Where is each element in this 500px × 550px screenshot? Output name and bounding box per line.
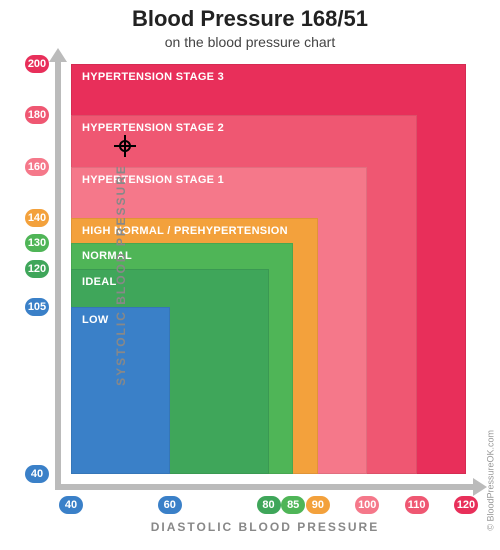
y-axis-arrow-icon [49, 48, 67, 62]
y-tick: 120 [25, 260, 49, 278]
title-block: Blood Pressure 168/51 on the blood press… [0, 0, 500, 50]
credit-text: © BloodPressureOK.com [486, 430, 496, 531]
y-axis [55, 60, 61, 490]
x-tick: 90 [306, 496, 330, 514]
y-tick: 160 [25, 158, 49, 176]
x-tick: 60 [158, 496, 182, 514]
reading-marker-icon [116, 137, 134, 155]
x-tick: 100 [355, 496, 379, 514]
y-tick: 130 [25, 234, 49, 252]
zone-label: HYPERTENSION STAGE 1 [82, 174, 224, 186]
x-tick: 85 [281, 496, 305, 514]
x-tick: 110 [405, 496, 429, 514]
zone-label: HYPERTENSION STAGE 2 [82, 122, 224, 134]
chart-title: Blood Pressure 168/51 [0, 6, 500, 32]
y-tick: 200 [25, 55, 49, 73]
zone-label: HIGH NORMAL / PREHYPERTENSION [82, 225, 288, 237]
chart-area: HYPERTENSION STAGE 3 HYPERTENSION STAGE 2… [55, 60, 475, 490]
y-tick: 40 [25, 465, 49, 483]
chart-subtitle: on the blood pressure chart [0, 34, 500, 50]
y-tick: 140 [25, 209, 49, 227]
x-tick: 80 [257, 496, 281, 514]
x-tick: 120 [454, 496, 478, 514]
x-tick: 40 [59, 496, 83, 514]
zone-label: IDEAL [82, 276, 117, 288]
zone-label: HYPERTENSION STAGE 3 [82, 71, 224, 83]
x-axis [55, 484, 475, 490]
y-tick: 180 [25, 106, 49, 124]
y-axis-label: SYSTOLIC BLOOD PRESSURE [114, 164, 128, 386]
x-axis-label: DIASTOLIC BLOOD PRESSURE [151, 520, 379, 534]
y-tick: 105 [25, 298, 49, 316]
zone-label: LOW [82, 314, 109, 326]
